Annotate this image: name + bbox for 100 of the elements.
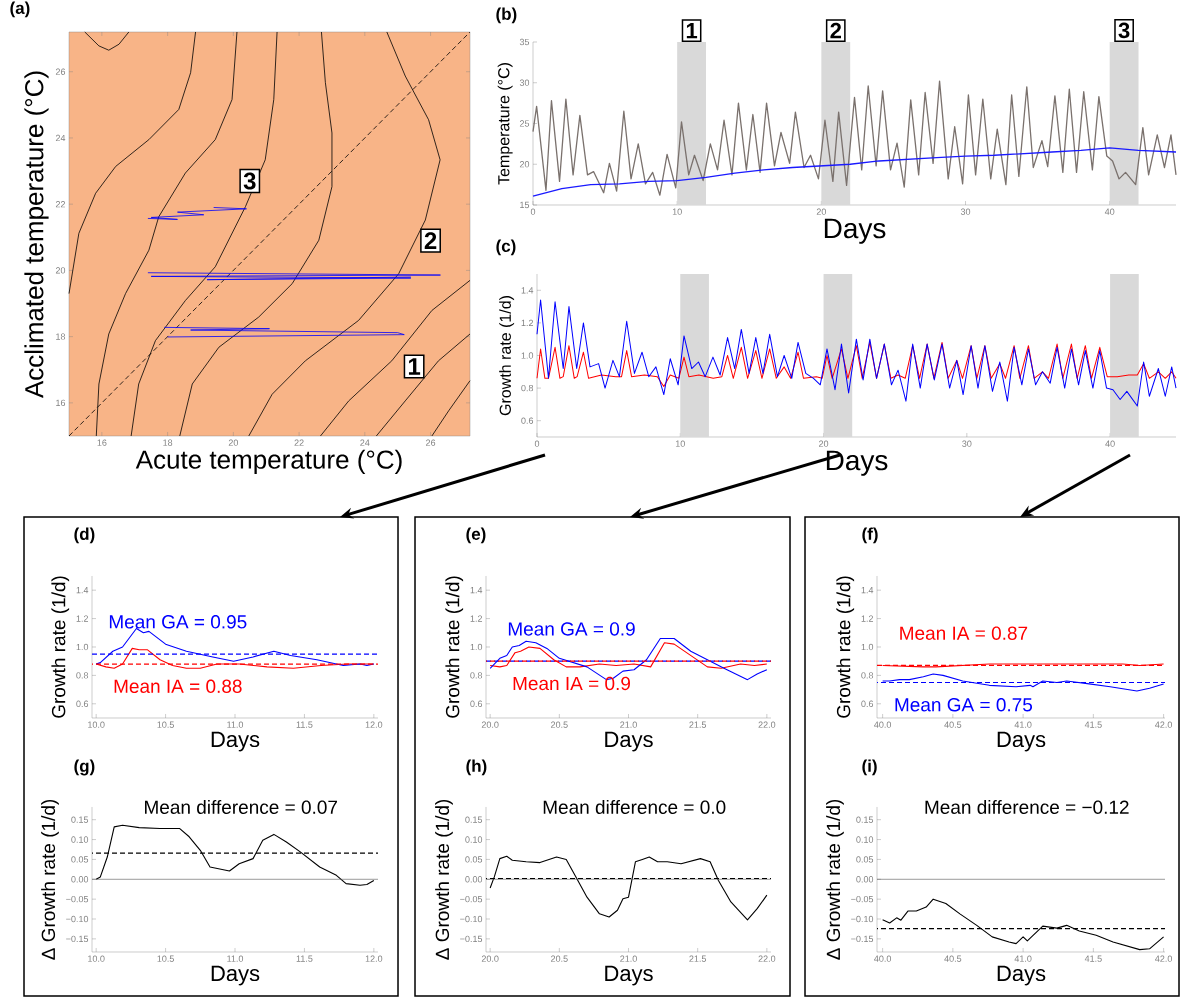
y-tick-label: 30	[519, 79, 530, 86]
x-tick-label: 12.0	[365, 721, 383, 728]
y-tick-label: −0.10	[66, 915, 89, 923]
y-axis-title: Acclimated temperature (°C)	[24, 71, 49, 399]
chart-title: (i)	[862, 759, 877, 776]
line-series	[95, 824, 375, 886]
y-tick-label: 0.15	[71, 816, 89, 823]
y-tick-label: −0.15	[851, 935, 874, 943]
y-tick-label: 0.00	[856, 876, 874, 883]
ref-line-label: Mean GA = 0.95	[109, 615, 247, 629]
y-axis-title: Growth rate (1/d)	[836, 576, 855, 718]
x-tick-label: 11.5	[296, 721, 313, 728]
y-tick-label: 1.2	[521, 319, 534, 327]
x-tick-label: 41.0	[1014, 955, 1032, 962]
y-tick-label: 0.05	[856, 856, 874, 863]
line-series	[84, 31, 130, 51]
x-tick-label: 40	[1105, 440, 1115, 447]
y-tick-label: 0.6	[470, 700, 483, 707]
chart-title: (d)	[74, 527, 95, 544]
y-tick-label: 26	[55, 68, 66, 75]
x-tick-label: 42.0	[1155, 721, 1173, 728]
y-tick-label: 0.10	[856, 836, 874, 843]
x-tick-label: 24	[360, 439, 370, 446]
y-tick-label: −0.05	[66, 895, 89, 903]
ref-line-label: Mean IA = 0.88	[114, 679, 242, 694]
x-tick-label: 11.0	[227, 721, 244, 728]
line-series	[320, 279, 471, 437]
ref-line-label: Mean difference = 0.0	[543, 800, 726, 814]
y-tick-label: 1.2	[470, 615, 483, 622]
ref-line-label: Mean IA = 0.9	[513, 676, 630, 691]
line-series	[147, 207, 247, 220]
line-series	[163, 326, 405, 338]
x-axis-title: Days	[824, 218, 886, 244]
x-tick-label: 11.5	[296, 955, 313, 962]
x-tick-label: 20.0	[481, 721, 499, 728]
band-label: 3	[1118, 22, 1130, 39]
y-tick-label: 0.15	[465, 816, 483, 823]
y-tick-label: 1.0	[76, 643, 89, 651]
x-tick-label: 26	[426, 439, 436, 446]
annotation: 3	[243, 172, 256, 190]
y-tick-label: −0.15	[66, 935, 89, 943]
x-tick-label: 10.0	[88, 721, 105, 728]
y-axis-title: Δ Growth rate (1/d)	[435, 799, 453, 960]
y-tick-label: 16	[56, 399, 66, 407]
x-tick-label: 16	[97, 439, 107, 446]
x-tick-label: 10.5	[157, 955, 174, 962]
x-tick-label: 40.5	[944, 721, 962, 728]
band-label: 1	[686, 23, 698, 39]
x-axis-title: Days	[211, 965, 260, 986]
annotation: 2	[424, 232, 437, 249]
x-tick-label: 20.5	[551, 955, 568, 962]
x-tick-label: 21.5	[689, 721, 707, 728]
y-tick-label: 35	[519, 38, 530, 46]
x-axis-title: Acute temperature (°C)	[135, 449, 402, 474]
y-tick-label: 0.6	[76, 700, 89, 707]
y-tick-label: 0.6	[861, 700, 874, 707]
y-tick-label: 15	[520, 201, 530, 209]
y-tick-label: 1.4	[470, 587, 483, 594]
chart-title: (g)	[74, 759, 95, 776]
x-tick-label: 40.0	[874, 721, 892, 728]
chart-title: (e)	[466, 527, 486, 544]
ref-line-label: Mean GA = 0.9	[508, 622, 635, 636]
y-tick-label: −0.05	[851, 895, 874, 903]
y-tick-label: 0.10	[465, 836, 483, 843]
x-tick-label: 41.5	[1084, 721, 1102, 728]
x-tick-label: 20.5	[551, 721, 568, 728]
x-axis-title: Days	[826, 450, 888, 476]
x-tick-label: 22	[294, 439, 304, 446]
x-tick-label: 41.5	[1084, 955, 1102, 962]
y-tick-label: 1.0	[521, 352, 534, 359]
ref-line-label: Mean difference = 0.07	[145, 800, 338, 814]
x-tick-label: 21.0	[620, 955, 637, 962]
line-series	[536, 299, 1177, 407]
chart-title: (f)	[862, 527, 878, 544]
line-series	[532, 80, 1177, 196]
x-tick-label: 40.5	[944, 955, 962, 962]
y-tick-label: 0.6	[521, 417, 534, 424]
chart-title: (c)	[496, 239, 516, 256]
y-axis-title: Δ Growth rate (1/d)	[826, 799, 844, 960]
y-tick-label: 25	[519, 120, 530, 127]
y-tick-label: 1.4	[76, 587, 89, 594]
band-label: 2	[830, 22, 841, 39]
y-tick-label: 0.8	[521, 384, 534, 392]
x-tick-label: 21.0	[620, 721, 637, 728]
y-tick-label: 20	[519, 161, 530, 168]
y-tick-label: 0.00	[465, 876, 483, 883]
x-tick-label: 42.0	[1155, 955, 1173, 962]
x-axis-title: Days	[211, 731, 260, 752]
y-tick-label: −0.10	[851, 915, 874, 923]
x-axis-title: Days	[605, 965, 653, 986]
x-axis-title: Days	[997, 731, 1046, 752]
x-tick-label: 20	[816, 208, 826, 215]
y-tick-label: 1.0	[470, 643, 483, 651]
x-tick-label: 18	[163, 439, 173, 446]
y-tick-label: 24	[55, 134, 66, 142]
chart-title: (a)	[10, 1, 30, 18]
x-tick-label: 20.0	[481, 955, 499, 962]
x-tick-label: 0	[534, 440, 540, 447]
line-series	[147, 272, 441, 281]
y-tick-label: 0.8	[861, 672, 874, 679]
